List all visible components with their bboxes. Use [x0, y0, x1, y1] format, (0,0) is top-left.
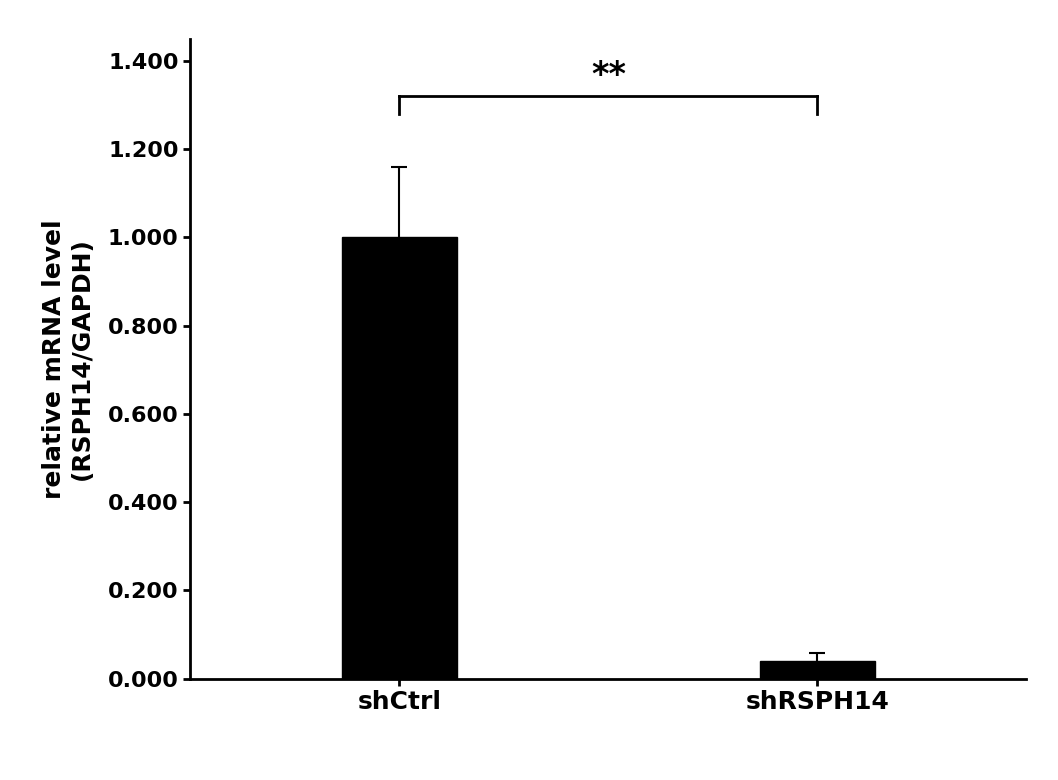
- Y-axis label: relative mRNA level
(RSPH14/GAPDH): relative mRNA level (RSPH14/GAPDH): [42, 219, 94, 498]
- Bar: [760, 661, 875, 679]
- Bar: [342, 237, 457, 679]
- Text: **: **: [590, 59, 626, 92]
